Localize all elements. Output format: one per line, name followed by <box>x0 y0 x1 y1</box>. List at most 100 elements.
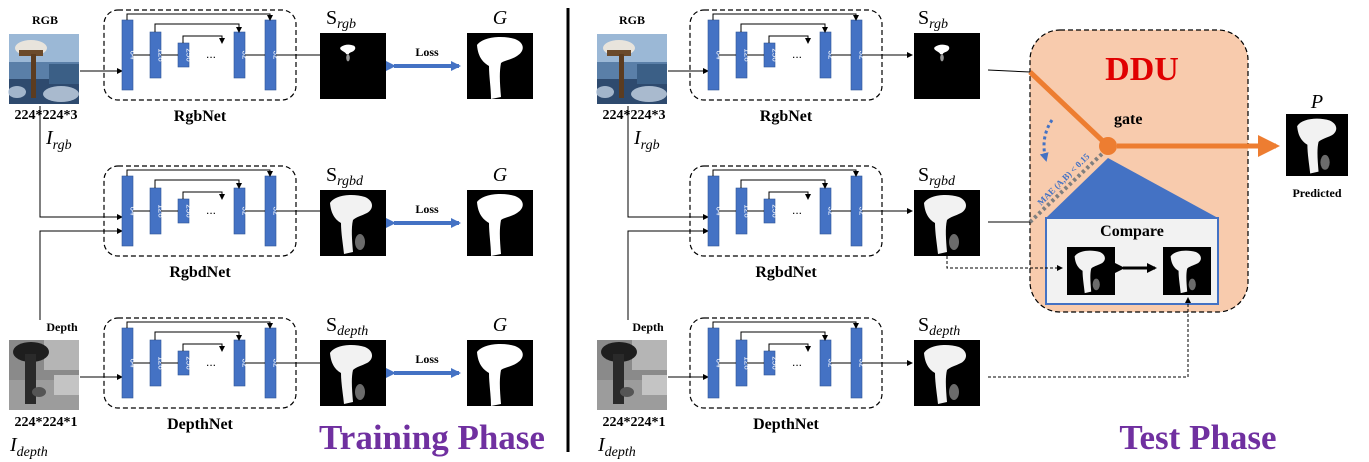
s-depth-to-compare <box>988 297 1191 378</box>
i-rgb-label-test: Irgb <box>633 127 660 153</box>
predicted-output <box>1286 114 1348 176</box>
loss-labels: Loss Loss Loss <box>415 45 439 366</box>
skip-connection <box>768 191 811 200</box>
skip-connection <box>182 35 225 44</box>
net-name-label: RgbNet <box>760 108 813 125</box>
unet-rgbnet-test: 64 128 256 32 32...RgbNet <box>689 9 913 125</box>
rgb-input-image <box>8 34 79 104</box>
skip-connection <box>740 179 828 189</box>
unet-ellipsis: ... <box>792 355 802 369</box>
skip-connection <box>126 169 273 177</box>
depth-size-label-test: 224*224*1 <box>603 415 666 430</box>
net-name-label: DepthNet <box>753 416 819 433</box>
svg-text:Srgbd: Srgbd <box>918 164 956 189</box>
skip-connection <box>182 191 225 200</box>
input-connectors-training <box>39 68 123 380</box>
s-labels-training: Srgb Srgbd Sdepth <box>326 7 368 339</box>
unet-channel-label: 256 <box>771 356 780 370</box>
rgb-input-image-test <box>596 34 667 104</box>
unet-ellipsis: ... <box>206 47 216 61</box>
gate-node <box>1099 137 1117 155</box>
svg-text:G: G <box>493 7 508 29</box>
skip-connection <box>768 35 811 44</box>
unet-channel-label: 256 <box>771 204 780 218</box>
svg-text:G: G <box>493 164 508 186</box>
skip-connection <box>126 321 273 329</box>
depth-label-test: Depth <box>632 320 664 334</box>
rgbd-gate-path <box>1028 150 1106 224</box>
rgb-size-label: 224*224*3 <box>15 108 78 123</box>
unet-ellipsis: ... <box>206 203 216 217</box>
svg-text:Srgb: Srgb <box>326 7 356 32</box>
gate-switch <box>1028 70 1110 148</box>
unet-channel-label: 256 <box>185 356 194 370</box>
net-name-label: RgbdNet <box>755 264 817 281</box>
unet-channel-label: 256 <box>185 204 194 218</box>
s-rgb-output <box>320 33 386 99</box>
depth-label: Depth <box>46 320 78 334</box>
i-depth-label: Idepth <box>9 434 48 460</box>
unet-rgbdnet-test: 64 128 256 32 32...RgbdNet <box>689 165 913 281</box>
unet-ellipsis: ... <box>792 47 802 61</box>
depth-input-image-test <box>597 340 667 410</box>
net-name-label: RgbdNet <box>169 264 231 281</box>
s-depth-output-test <box>914 340 980 406</box>
p-label: P <box>1310 91 1323 113</box>
svg-text:Srgb: Srgb <box>918 7 948 32</box>
depth-size-label: 224*224*1 <box>15 415 78 430</box>
compare-label: Compare <box>1100 223 1164 240</box>
skip-connection <box>768 343 811 352</box>
compare-image-a <box>1067 247 1115 295</box>
compare-triangle <box>1046 158 1218 218</box>
unet-channel-label: 256 <box>771 48 780 62</box>
depth-input-image <box>9 340 79 410</box>
unet-channel-label: 256 <box>185 48 194 62</box>
skip-connection <box>126 13 273 21</box>
skip-connection <box>154 23 242 33</box>
input-connectors-test <box>627 68 709 380</box>
net-name-label: RgbNet <box>174 108 227 125</box>
gate-label: gate <box>1114 111 1142 128</box>
skip-connection <box>154 331 242 341</box>
s-rgb-output-test <box>914 33 980 99</box>
s-depth-output <box>320 340 386 406</box>
unet-ellipsis: ... <box>206 355 216 369</box>
svg-text:Sdepth: Sdepth <box>326 314 368 339</box>
unet-rgbdnet: 64 128 256 32 32...RgbdNet <box>103 165 327 281</box>
rgb-label: RGB <box>32 13 58 27</box>
s-labels-test: Srgb Srgbd Sdepth <box>918 7 960 339</box>
gt-depth <box>467 340 533 406</box>
gate-rotation-arrow <box>1039 119 1054 162</box>
predicted-label: Predicted <box>1292 186 1341 200</box>
loss-arrows <box>386 61 461 378</box>
svg-text:Loss: Loss <box>415 352 439 366</box>
unet-rgbnet: 64 128 256 32 32...RgbNet <box>103 9 327 125</box>
ddu-title: DDU <box>1105 51 1179 88</box>
skip-connection <box>712 169 859 177</box>
svg-text:G: G <box>493 314 508 336</box>
training-phase-title: Training Phase <box>319 418 545 457</box>
test-phase-title: Test Phase <box>1119 418 1276 457</box>
unet-ellipsis: ... <box>792 203 802 217</box>
unet-depthnet: 64 128 256 32 32...DepthNet <box>103 317 327 433</box>
skip-connection <box>154 179 242 189</box>
svg-text:Loss: Loss <box>415 202 439 216</box>
svg-text:Loss: Loss <box>415 45 439 59</box>
s-rgbd-to-compare <box>946 256 1063 271</box>
compare-image-b <box>1163 247 1211 295</box>
s-rgbd-output-test <box>914 190 980 256</box>
g-labels: G G G <box>493 7 508 336</box>
i-depth-label-test: Idepth <box>597 434 636 460</box>
rgb-size-label-test: 224*224*3 <box>603 108 666 123</box>
s-rgb-to-ddu-line <box>987 69 1031 73</box>
skip-connection <box>712 321 859 329</box>
gt-rgbd <box>467 190 533 256</box>
skip-connection <box>182 343 225 352</box>
unet-depthnet-test: 64 128 256 32 32...DepthNet <box>689 317 913 433</box>
i-rgb-label: Irgb <box>45 127 72 153</box>
s-rgbd-output <box>320 190 386 256</box>
gt-rgb <box>467 33 533 99</box>
skip-connection <box>740 23 828 33</box>
